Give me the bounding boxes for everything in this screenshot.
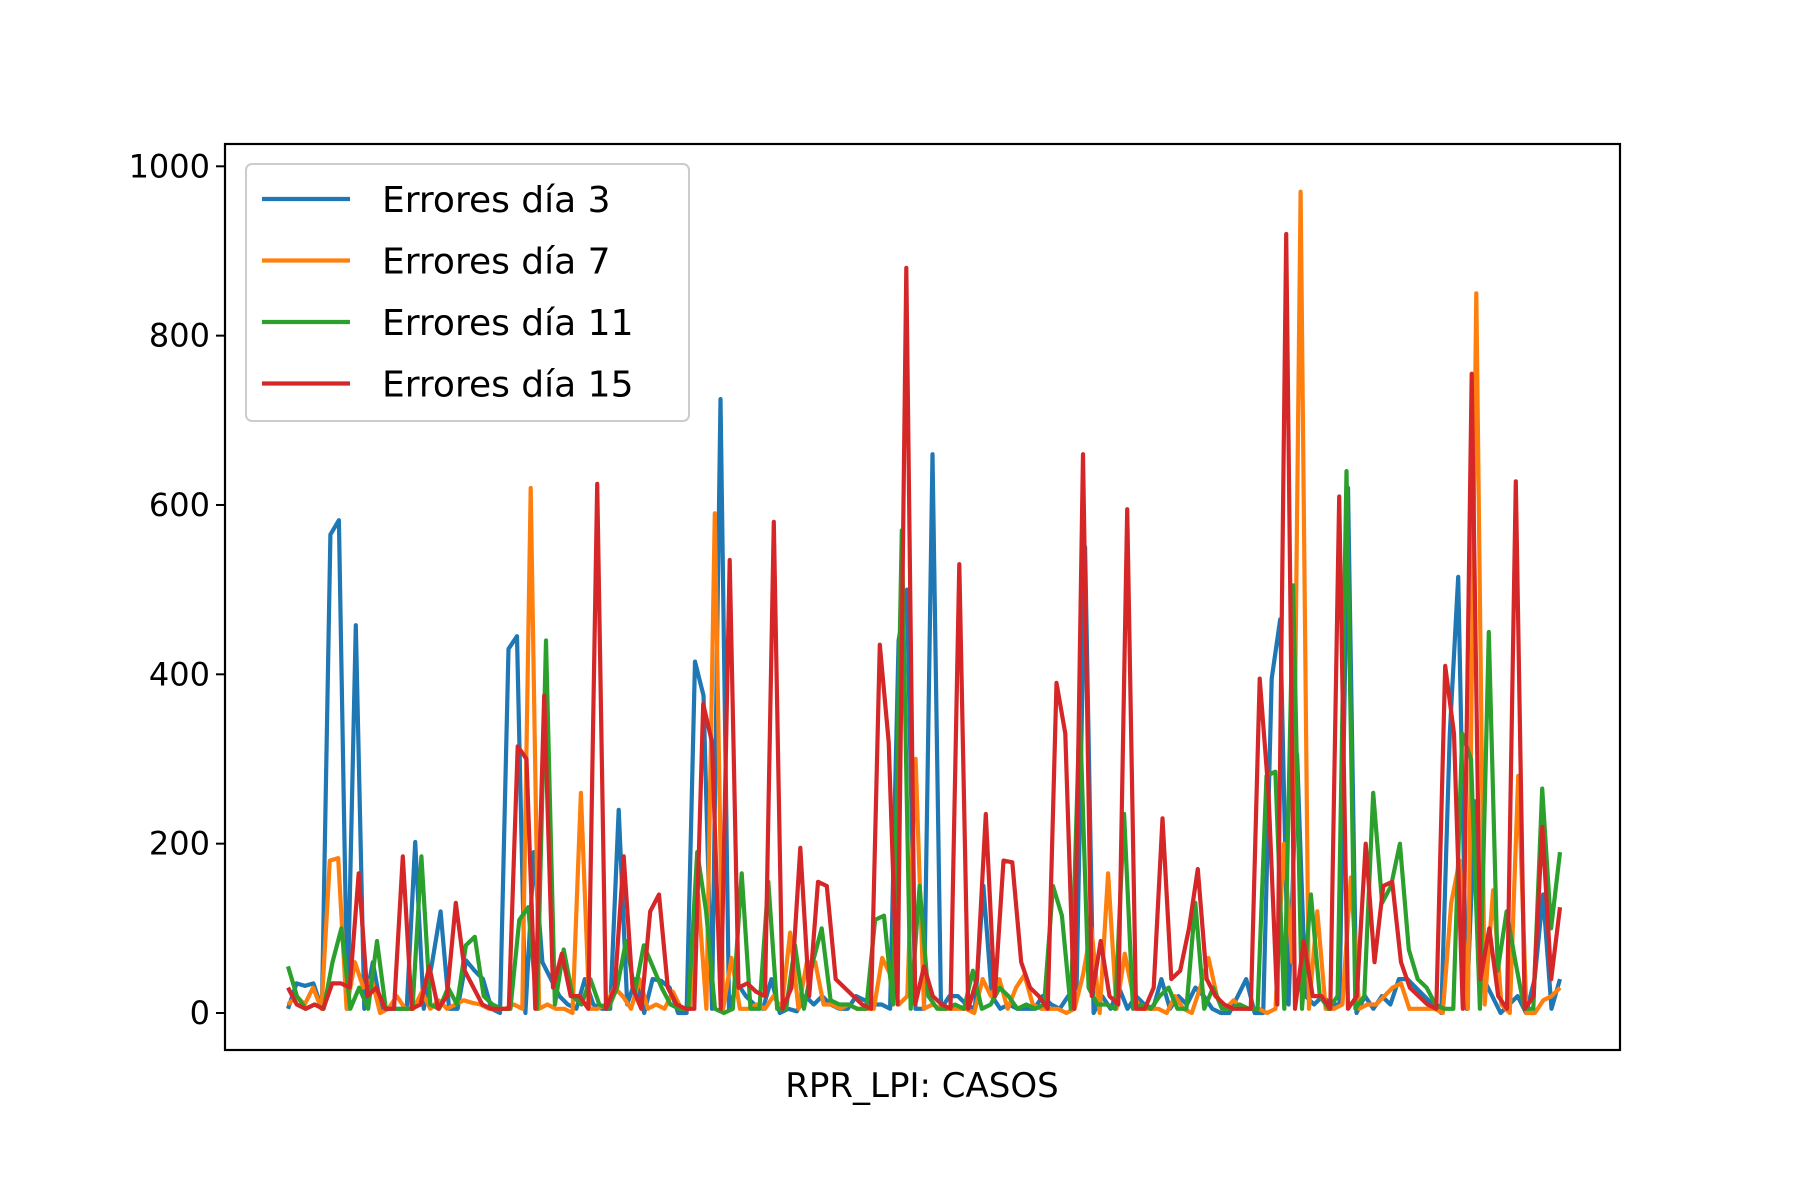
y-tick-label: 200	[149, 825, 210, 863]
y-tick-label: 600	[149, 486, 210, 524]
series-line-4	[286, 231, 1563, 1011]
y-tick-label: 1000	[129, 147, 210, 185]
legend-label-4: Errores día 15	[382, 365, 633, 406]
legend: Errores día 3 Errores día 7 Errores día 11…	[245, 163, 690, 422]
y-tick-label: 800	[149, 317, 210, 355]
series-lines	[285, 189, 1563, 1016]
legend-box	[245, 163, 690, 422]
x-axis-label: RPR_LPI: CASOS	[785, 1066, 1058, 1106]
legend-label-3: Errores día 11	[382, 303, 633, 344]
plot-frame	[223, 142, 1622, 1052]
y-axis-ticks: 0 200 400 600 800 1000	[129, 147, 225, 1032]
legend-label-1: Errores día 3	[382, 180, 611, 221]
y-tick-label: 0	[190, 994, 210, 1032]
y-tick-label: 400	[149, 655, 210, 693]
legend-label-2: Errores día 7	[382, 242, 611, 283]
